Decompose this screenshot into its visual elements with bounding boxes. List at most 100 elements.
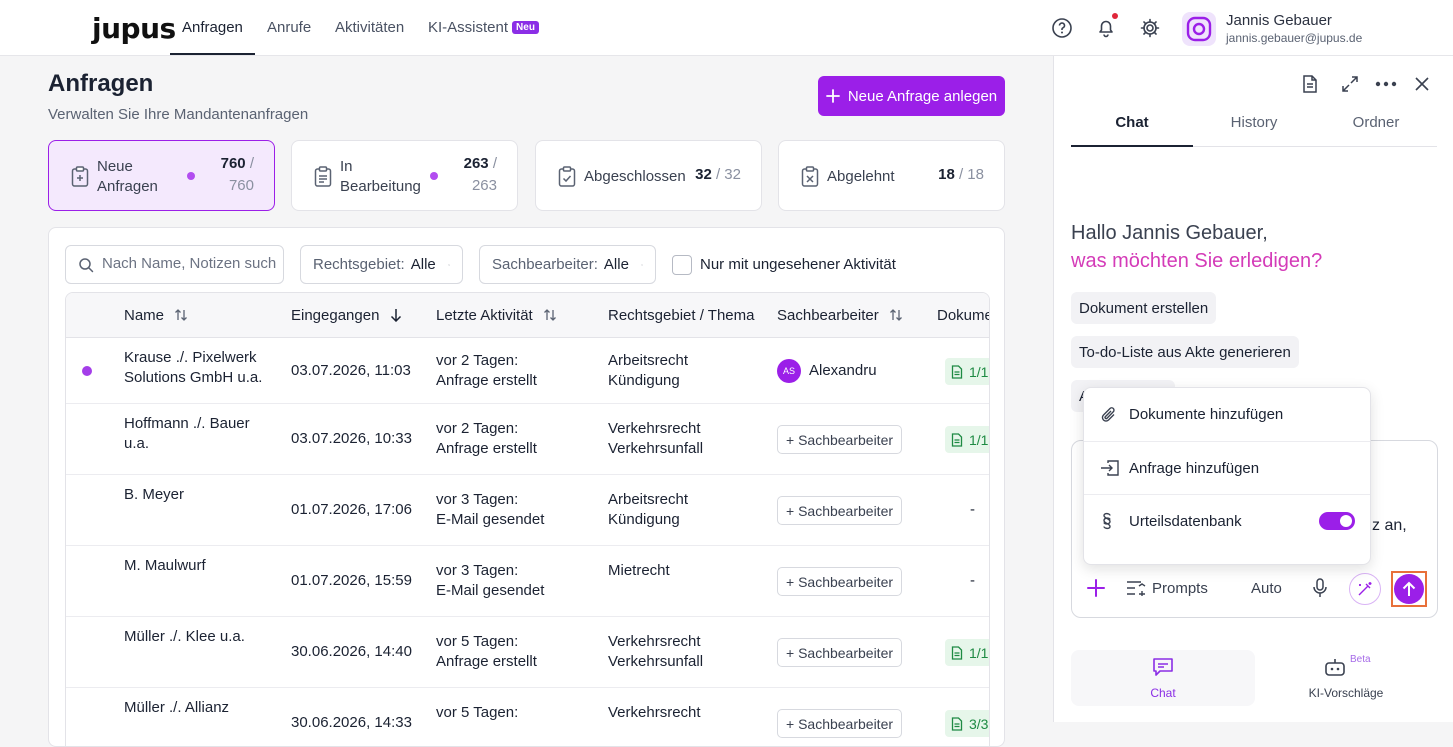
row-date: 01.07.2026, 17:06 (291, 501, 412, 518)
row-area-main: Arbeitsrecht (608, 491, 689, 508)
documents-badge[interactable]: 1/1 (945, 358, 989, 385)
add-assignee-button[interactable]: + Sachbearbeiter (777, 709, 903, 738)
attach-menu-popup: Dokumente hinzufügen Anfrage hinzufügen … (1083, 387, 1371, 565)
nav-anfragen[interactable]: Anfragen (182, 19, 243, 36)
row-activity-time: vor 2 Tagen: (436, 352, 519, 369)
nav-ki-assistent[interactable]: KI-Assistent Neu (428, 19, 539, 36)
gear-icon[interactable] (1139, 17, 1161, 39)
documents-badge[interactable]: 1/1 (945, 639, 989, 666)
suggestion-chip[interactable]: To-do-Liste aus Akte generieren (1071, 336, 1299, 368)
prompts-button[interactable]: Prompts (1152, 580, 1208, 597)
row-date: 01.07.2026, 15:59 (291, 572, 412, 589)
bottom-tab-label: KI-Vorschläge (1308, 686, 1384, 700)
document-icon[interactable] (1300, 74, 1320, 94)
table-row[interactable]: Krause ./. Pixelwerk Solutions GmbH u.a. … (66, 338, 989, 404)
search-input[interactable] (102, 255, 276, 272)
row-area: Verkehrsrecht (608, 704, 701, 721)
status-dot (430, 172, 438, 180)
add-assignee-button[interactable]: + Sachbearbeiter (777, 638, 903, 667)
suggestion-chip[interactable]: Dokument erstellen (1071, 292, 1217, 324)
menu-item-urteilsdatenbank[interactable]: Urteilsdatenbank (1084, 494, 1370, 547)
assignee-name[interactable]: Alexandru (809, 362, 877, 379)
row-activity: vor 3 Tagen: E-Mail gesendet (436, 561, 544, 601)
jupus-logo[interactable]: jupus (92, 12, 176, 45)
tab-active-indicator (1071, 145, 1193, 147)
microphone-icon[interactable] (1312, 578, 1328, 598)
urteilsdatenbank-toggle[interactable] (1319, 512, 1355, 530)
column-header-letzte-aktivitaet[interactable]: Letzte Aktivität (436, 307, 557, 324)
new-request-button[interactable]: Neue Anfrage anlegen (818, 76, 1005, 116)
row-activity-type: Anfrage erstellt (436, 440, 537, 457)
documents-count: 3/3 (969, 715, 989, 732)
help-icon[interactable] (1051, 17, 1073, 39)
paperclip-icon (1101, 406, 1115, 422)
bottom-tab-chat[interactable]: Chat (1071, 650, 1255, 706)
table-row[interactable]: M. Maulwurf 01.07.2026, 15:59 vor 3 Tage… (66, 546, 989, 617)
tab-chat[interactable]: Chat (1115, 114, 1149, 131)
row-area-topic: Kündigung (608, 372, 680, 389)
add-assignee-button[interactable]: + Sachbearbeiter (777, 496, 903, 525)
unread-indicator (82, 366, 92, 376)
add-assignee-button[interactable]: + Sachbearbeiter (777, 425, 903, 454)
more-options-icon[interactable] (1375, 81, 1397, 87)
documents-badge[interactable]: 3/3 (945, 710, 989, 737)
filter-value: Alle (603, 256, 629, 273)
tab-history[interactable]: History (1230, 114, 1278, 131)
column-header-rechtsgebiet[interactable]: Rechtsgebiet / Thema (608, 307, 755, 324)
search-box[interactable] (65, 245, 284, 284)
tab-ordner[interactable]: Ordner (1352, 114, 1400, 131)
table-row[interactable]: B. Meyer 01.07.2026, 17:06 vor 3 Tagen: E… (66, 475, 989, 546)
documents-badge[interactable]: 1/1 (945, 426, 989, 453)
user-avatar[interactable] (1182, 12, 1216, 46)
table-row[interactable]: Müller ./. Klee u.a. 30.06.2026, 14:40 v… (66, 617, 989, 688)
document-icon (951, 364, 963, 379)
chat-input-text[interactable]: z an, (1372, 517, 1407, 534)
magic-wand-button[interactable] (1349, 573, 1381, 605)
expand-icon[interactable] (1340, 74, 1360, 94)
unseen-activity-checkbox[interactable] (672, 255, 692, 275)
row-name: Hoffmann ./. Bauer u.a. (124, 414, 250, 454)
add-assignee-button[interactable]: + Sachbearbeiter (777, 567, 903, 596)
card-separator: / (492, 155, 497, 172)
filter-label: Rechtsgebiet: (313, 256, 405, 273)
card-count: 263 (463, 155, 489, 172)
model-selector[interactable]: Auto (1251, 580, 1282, 597)
row-area: Arbeitsrecht Kündigung (608, 351, 688, 391)
plus-icon (825, 89, 840, 103)
column-header-label: Name (124, 307, 165, 324)
column-header-name[interactable]: Name (124, 307, 188, 324)
menu-item-anfrage-hinzufuegen[interactable]: Anfrage hinzufügen (1084, 441, 1370, 494)
filter-value: Alle (410, 256, 436, 273)
column-header-dokumente[interactable]: Dokume (937, 307, 990, 324)
row-area-main: Arbeitsrecht (608, 352, 689, 369)
menu-item-dokumente-hinzufuegen[interactable]: Dokumente hinzufügen (1084, 388, 1370, 441)
table-row[interactable]: Müller ./. Allianz 30.06.2026, 14:33 vor… (66, 688, 989, 746)
rechtsgebiet-filter[interactable]: Rechtsgebiet: Alle (300, 245, 463, 284)
row-activity: vor 3 Tagen: E-Mail gesendet (436, 490, 544, 530)
column-header-sachbearbeiter[interactable]: Sachbearbeiter (777, 307, 903, 324)
bell-icon[interactable] (1095, 17, 1117, 39)
document-icon (951, 432, 963, 447)
close-icon[interactable] (1414, 76, 1430, 92)
row-activity: vor 2 Tagen: Anfrage erstellt (436, 419, 537, 459)
table-row[interactable]: Hoffmann ./. Bauer u.a. 03.07.2026, 10:33… (66, 404, 989, 475)
chevron-down-icon (641, 263, 643, 266)
send-button[interactable] (1391, 571, 1427, 607)
row-activity: vor 2 Tagen: Anfrage erstellt (436, 351, 537, 391)
nav-aktivitaeten[interactable]: Aktivitäten (335, 19, 405, 36)
card-abgelehnt[interactable]: Abgelehnt 18 / 18 (778, 140, 1005, 211)
row-name: M. Maulwurf (124, 557, 206, 574)
card-in-bearbeitung[interactable]: In Bearbeitung 263 /263 (291, 140, 518, 211)
nav-anrufe[interactable]: Anrufe (267, 19, 312, 36)
row-name: Müller ./. Klee u.a. (124, 628, 245, 645)
greeting-question: was möchten Sie erledigen? (1071, 250, 1323, 272)
card-neue-anfragen[interactable]: Neue Anfragen 760 /760 (48, 140, 275, 211)
card-abgeschlossen[interactable]: Abgeschlossen 32 / 32 (535, 140, 762, 211)
sachbearbeiter-filter[interactable]: Sachbearbeiter: Alle (479, 245, 656, 284)
card-label: Abgelehnt (827, 168, 895, 185)
row-activity: vor 5 Tagen: Anfrage erstellt (436, 632, 537, 672)
bottom-tab-ki-vorschlaege[interactable]: Beta KI-Vorschläge (1254, 650, 1438, 706)
column-header-eingegangen[interactable]: Eingegangen (291, 307, 402, 324)
plus-icon[interactable] (1087, 579, 1105, 597)
row-date: 30.06.2026, 14:40 (291, 643, 412, 660)
